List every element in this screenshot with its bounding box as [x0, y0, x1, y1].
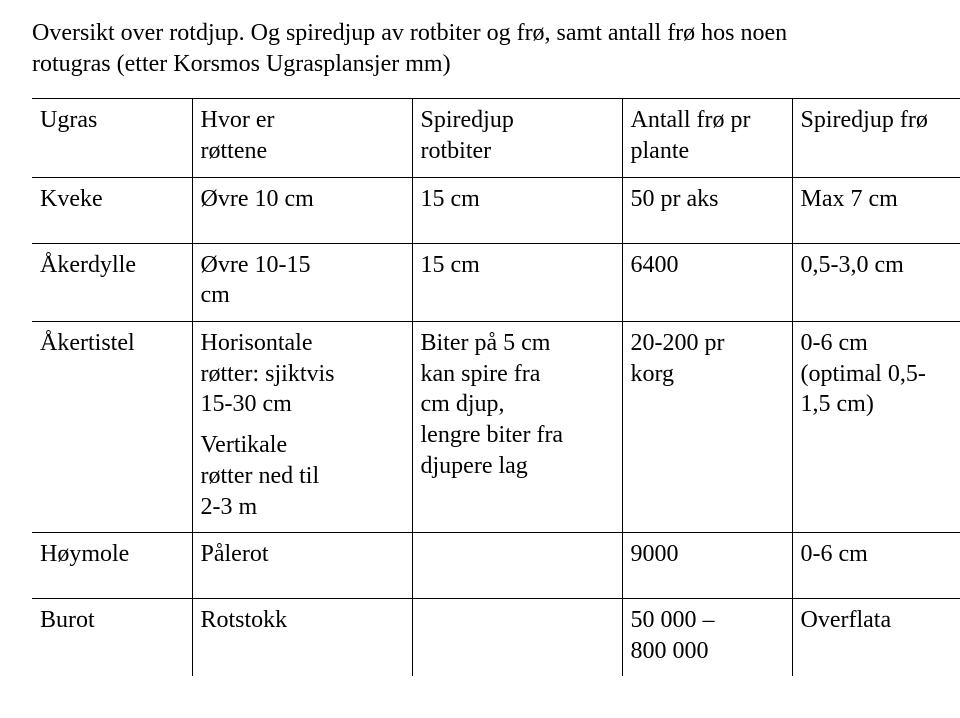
cell-text: 20-200 pr [631, 330, 725, 356]
header-spiredjup-fro: Spiredjup frø [792, 99, 960, 177]
cell-hoeymole-spiredjup-rotbiter [412, 533, 622, 580]
cell-text: Øvre 10-15 [201, 252, 311, 278]
table-row: Åkerdylle Øvre 10-15 cm 15 cm 6400 0,5-3… [32, 243, 960, 321]
cell-akertistel-name: Åkertistel [32, 321, 192, 532]
cell-akertistel-spiredjup-rotbiter: Biter på 5 cm kan spire fra cm djup, len… [412, 321, 622, 532]
cell-text: røttene [201, 136, 404, 167]
cell-text: Biter på 5 cm [421, 330, 551, 356]
cell-text: 2-3 m [201, 492, 404, 523]
intro-line-2: rotugras (etter Korsmos Ugrasplansjer mm… [32, 49, 932, 80]
cell-burot-spiredjup-fro: Overflata [792, 599, 960, 677]
header-antall-fro: Antall frø pr plante [622, 99, 792, 177]
cell-text: Hvor er [201, 107, 275, 133]
cell-burot-antall: 50 000 – 800 000 [622, 599, 792, 677]
cell-hoeymole-name: Høymole [32, 533, 192, 580]
table-row: Kveke Øvre 10 cm 15 cm 50 pr aks Max 7 c… [32, 177, 960, 224]
cell-akertistel-rotter: Horisontale røtter: sjiktvis 15-30 cm Ve… [192, 321, 412, 532]
cell-hoeymole-spiredjup-fro: 0-6 cm [792, 533, 960, 580]
cell-text: cm djup, [421, 389, 614, 420]
cell-akerdylle-name: Åkerdylle [32, 243, 192, 321]
cell-text: plante [631, 136, 784, 167]
data-table: Ugras Hvor er røttene Spiredjup rotbiter… [32, 98, 960, 676]
header-ugras: Ugras [32, 99, 192, 177]
cell-text: djupere lag [421, 451, 614, 482]
cell-text: korg [631, 359, 784, 390]
cell-kveke-rotter: Øvre 10 cm [192, 177, 412, 224]
cell-burot-name: Burot [32, 599, 192, 677]
cell-akertistel-spiredjup-fro: 0-6 cm (optimal 0,5- 1,5 cm) [792, 321, 960, 532]
cell-text: 0-6 cm [801, 330, 868, 356]
table-row: Høymole Pålerot 9000 0-6 cm [32, 533, 960, 580]
cell-text: lengre biter fra [421, 420, 614, 451]
table-row: Ugras Hvor er røttene Spiredjup rotbiter… [32, 99, 960, 177]
group-spacer [32, 580, 960, 599]
cell-text: Vertikale [201, 430, 404, 461]
table-row: Burot Rotstokk 50 000 – 800 000 Overflat… [32, 599, 960, 677]
cell-burot-spiredjup-rotbiter [412, 599, 622, 677]
cell-akerdylle-rotter: Øvre 10-15 cm [192, 243, 412, 321]
cell-kveke-name: Kveke [32, 177, 192, 224]
cell-text: Spiredjup [421, 107, 514, 133]
cell-kveke-spiredjup-rotbiter: 15 cm [412, 177, 622, 224]
cell-burot-rotter: Rotstokk [192, 599, 412, 677]
cell-akerdylle-spiredjup-rotbiter: 15 cm [412, 243, 622, 321]
cell-akerdylle-spiredjup-fro: 0,5-3,0 cm [792, 243, 960, 321]
intro-line-1: Oversikt over rotdjup. Og spiredjup av r… [32, 20, 787, 46]
cell-text: 15-30 cm [201, 389, 404, 420]
cell-akerdylle-antall: 6400 [622, 243, 792, 321]
cell-text: røtter: sjiktvis [201, 359, 404, 390]
cell-hoeymole-antall: 9000 [622, 533, 792, 580]
cell-text: (optimal 0,5- [801, 359, 960, 390]
cell-text: 50 000 – [631, 607, 715, 633]
cell-hoeymole-rotter: Pålerot [192, 533, 412, 580]
header-spiredjup-rotbiter: Spiredjup rotbiter [412, 99, 622, 177]
cell-text: Horisontale [201, 330, 313, 356]
intro-paragraph: Oversikt over rotdjup. Og spiredjup av r… [32, 18, 932, 80]
cell-text: cm [201, 280, 404, 311]
cell-text: Antall frø pr [631, 107, 751, 133]
page: Oversikt over rotdjup. Og spiredjup av r… [0, 0, 960, 694]
cell-text: kan spire fra [421, 359, 614, 390]
cell-text: 1,5 cm) [801, 389, 960, 420]
cell-text: røtter ned til [201, 461, 404, 492]
cell-text: 800 000 [631, 636, 784, 667]
cell-text: rotbiter [421, 136, 614, 167]
header-hvor-er-rottene: Hvor er røttene [192, 99, 412, 177]
cell-kveke-antall: 50 pr aks [622, 177, 792, 224]
cell-kveke-spiredjup-fro: Max 7 cm [792, 177, 960, 224]
cell-akertistel-antall: 20-200 pr korg [622, 321, 792, 532]
group-spacer [32, 225, 960, 244]
table-row: Åkertistel Horisontale røtter: sjiktvis … [32, 321, 960, 532]
